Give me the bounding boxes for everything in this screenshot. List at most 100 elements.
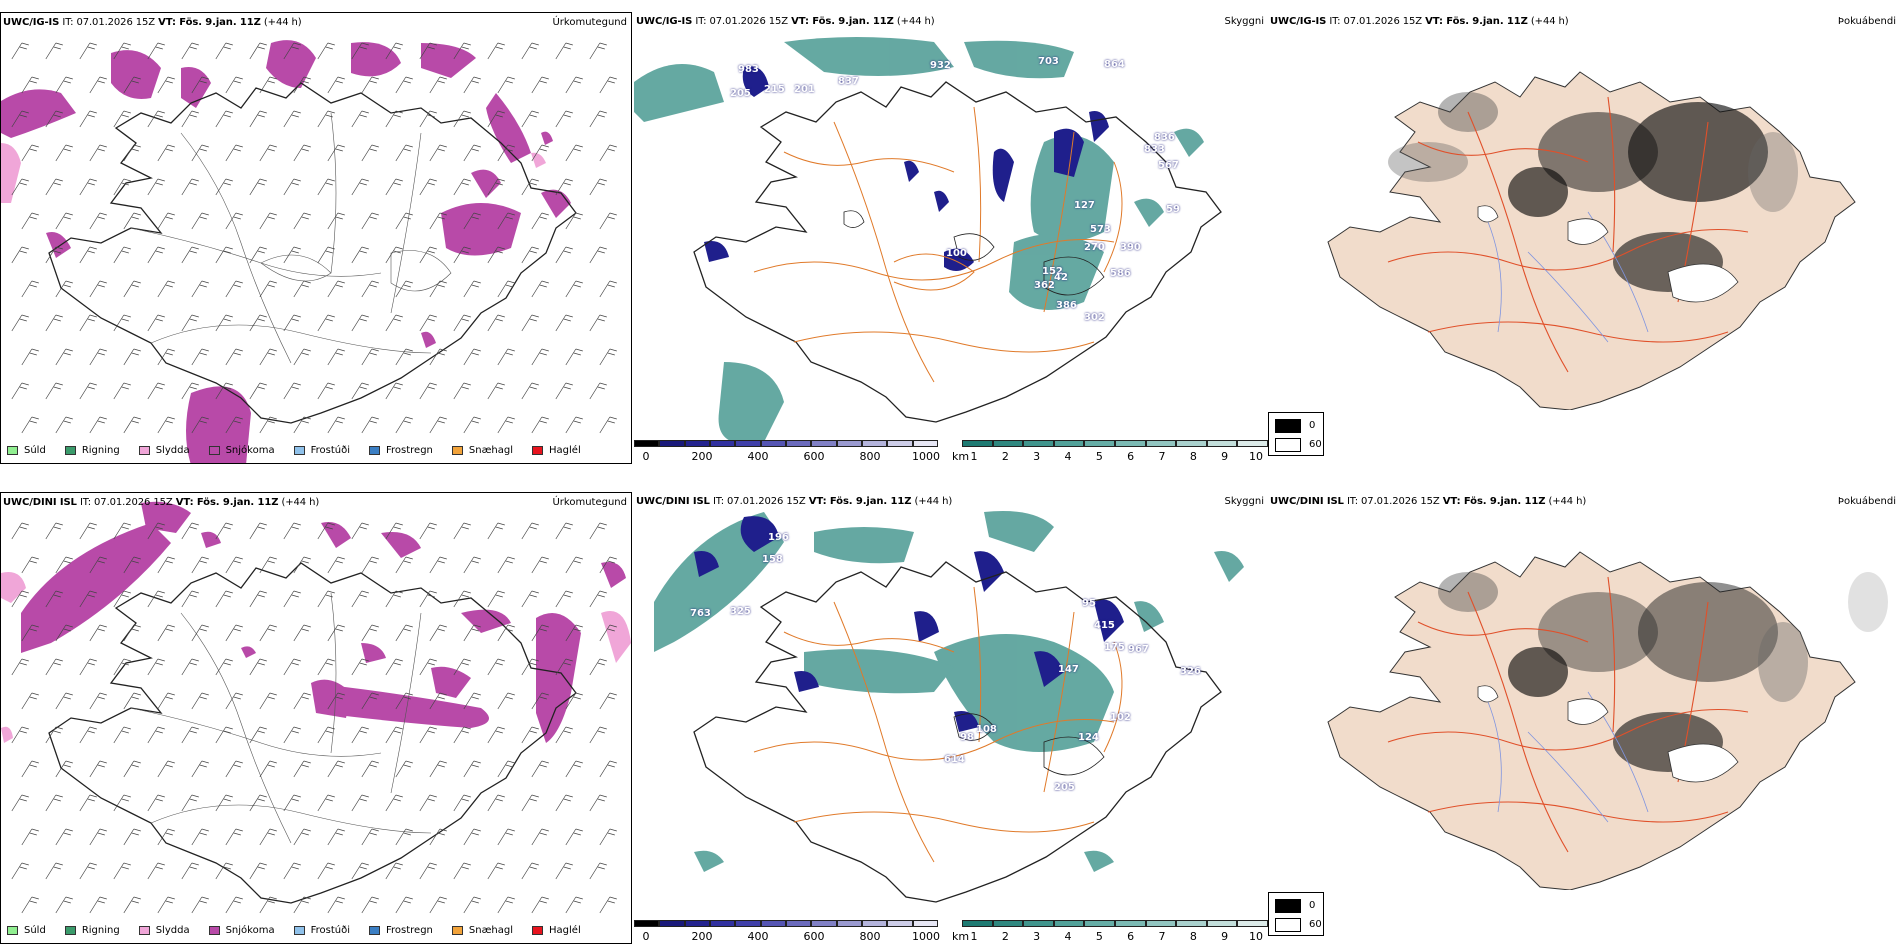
wind-barb [589, 794, 607, 812]
colorbar-tick-label: 2 [1001, 930, 1009, 943]
wind-barb [419, 246, 437, 264]
visibility-value: 124 [1078, 732, 1099, 743]
visibility-map-canvas [634, 37, 1222, 444]
wind-barb [259, 828, 277, 846]
iceland-coastline [48, 82, 577, 424]
wind-barb [21, 348, 39, 366]
wind-barb [317, 726, 335, 744]
wind-barb [293, 212, 311, 230]
road-network [1387, 576, 1749, 853]
wind-barb [521, 110, 539, 128]
visibility-value: 215 [764, 84, 785, 95]
visibility-value: 573 [1090, 224, 1111, 235]
wind-barb [123, 760, 141, 778]
wind-barb [351, 246, 369, 264]
colorbar-tick-label: 7 [1158, 930, 1166, 943]
wind-barb [317, 862, 335, 880]
wind-barb [487, 590, 505, 608]
wind-barb [429, 760, 447, 778]
wind-barb [589, 726, 607, 744]
colorbar-segment [962, 440, 993, 447]
visibility-value: 196 [768, 532, 789, 543]
wind-barbs [11, 42, 617, 434]
legend-item: Rigning [64, 445, 120, 456]
wind-barb [555, 522, 573, 540]
precip-legend: Súld Rigning Slydda Snjókoma Frostúði Frostre… [7, 445, 600, 456]
colorbar-tick-label: 8 [1189, 930, 1197, 943]
wind-barb [21, 212, 39, 230]
colorbar-segment [992, 440, 1024, 447]
wind-barb [463, 556, 481, 574]
wind-barb [385, 658, 403, 676]
visibility-value: 833 [1144, 144, 1165, 155]
visibility-value: 864 [1104, 59, 1125, 70]
wind-barb [565, 692, 583, 710]
colorbar-segment [760, 440, 786, 447]
wind-barb [283, 590, 301, 608]
wind-barb [215, 314, 233, 332]
wind-barb [419, 658, 437, 676]
panel-title: UWC/IG-IS IT: 07.01.2026 15Z VT: Fös. 9.… [3, 17, 302, 28]
wind-barb [79, 110, 97, 128]
wind-barb [259, 416, 277, 434]
wind-barb [555, 862, 573, 880]
legend-item: Slydda [138, 445, 190, 456]
wind-barb [419, 794, 437, 812]
wind-barb [79, 246, 97, 264]
wind-barb [123, 144, 141, 162]
wind-barb [395, 896, 413, 914]
visibility-map-row2: 196 158 763 325 95 415 175 967 326 102 98 108 614 205… [634, 492, 1268, 944]
colorbar-tick-label: 1 [970, 930, 978, 943]
legend-swatch [532, 446, 544, 455]
colorbar-segment [1176, 920, 1207, 927]
wind-barb [531, 212, 549, 230]
wind-barb [89, 896, 107, 914]
wind-barb [45, 726, 63, 744]
wind-barb [55, 348, 73, 366]
legend-swatch [532, 926, 544, 935]
wind-barb [395, 828, 413, 846]
panel-name: Úrkomutegund [552, 17, 627, 28]
fog-key-swatch-0 [1275, 899, 1301, 913]
wind-barb [531, 556, 549, 574]
wind-barb [555, 42, 573, 60]
wind-barb [249, 246, 267, 264]
wind-barb [589, 314, 607, 332]
wind-barb [453, 726, 471, 744]
visibility-value: 205 [730, 88, 751, 99]
wind-barb [521, 658, 539, 676]
panel-name: Úrkomutegund [552, 497, 627, 508]
wind-barb [259, 692, 277, 710]
wind-barb [283, 862, 301, 880]
legend-label: Snjókoma [225, 925, 275, 936]
wind-barb [429, 896, 447, 914]
wind-barb [385, 314, 403, 332]
colorbar-segment [1206, 920, 1238, 927]
wind-barb [317, 794, 335, 812]
colorbar-unit: m [634, 450, 635, 463]
wind-barb [385, 794, 403, 812]
wind-barb [181, 110, 199, 128]
wind-barb [249, 590, 267, 608]
legend-item: Frostregn [369, 445, 433, 456]
wind-barb [215, 42, 233, 60]
legend-label: Snæhagl [468, 925, 514, 936]
wind-barb [521, 314, 539, 332]
colorbar-segment [710, 920, 736, 927]
wind-barb [113, 246, 131, 264]
wind-barb [361, 212, 379, 230]
wind-barb [249, 382, 267, 400]
wind-barb [497, 280, 515, 298]
wind-barb [215, 522, 233, 540]
wind-barb [123, 212, 141, 230]
colorbar-segment [634, 440, 660, 447]
roads-and-glaciers [130, 592, 432, 844]
wind-barb [79, 726, 97, 744]
legend-item: Snjókoma [208, 445, 275, 456]
visibility-value: 108 [976, 724, 997, 735]
wind-barb [55, 896, 73, 914]
wind-barb [589, 522, 607, 540]
wind-barb [555, 590, 573, 608]
visibility-value: 932 [930, 60, 951, 71]
wind-barb [429, 144, 447, 162]
